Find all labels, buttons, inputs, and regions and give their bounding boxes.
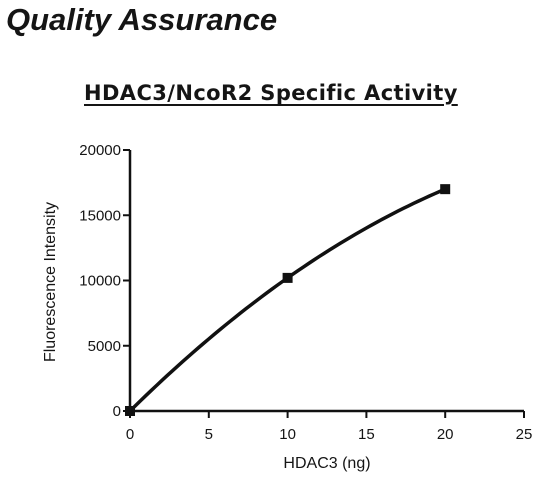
x-tick-label: 5 xyxy=(205,426,213,443)
y-tick-label: 10000 xyxy=(79,273,121,290)
x-axis-label: HDAC3 (ng) xyxy=(283,455,370,472)
x-tick-label: 25 xyxy=(516,426,533,443)
data-point-marker xyxy=(282,272,293,283)
plot-series xyxy=(125,184,451,416)
page-heading: Quality Assurance xyxy=(6,2,278,37)
y-ticks: 0 5000 10000 15000 20000 xyxy=(79,142,130,420)
data-point-marker xyxy=(440,184,451,195)
x-axis: 0 5 10 15 20 25 HDAC3 (ng) xyxy=(126,409,533,472)
x-ticks: 0 5 10 15 20 25 xyxy=(126,411,533,443)
x-tick-label: 15 xyxy=(358,426,375,443)
y-tick-label: 20000 xyxy=(79,142,121,159)
y-tick-label: 15000 xyxy=(79,207,121,224)
fit-curve xyxy=(128,187,447,413)
y-axis-label: Fluorescence Intensity xyxy=(42,202,59,362)
y-tick-label: 5000 xyxy=(88,338,121,355)
y-tick-label: 0 xyxy=(113,403,121,420)
x-tick-label: 20 xyxy=(437,426,454,443)
y-axis: 0 5000 10000 15000 20000 Fluorescence Intens… xyxy=(42,142,132,420)
data-point-marker xyxy=(125,406,135,416)
chart-title: HDAC3/NcoR2 Specific Activity xyxy=(84,81,458,105)
x-tick-label: 0 xyxy=(126,426,134,443)
x-tick-label: 10 xyxy=(279,426,296,443)
